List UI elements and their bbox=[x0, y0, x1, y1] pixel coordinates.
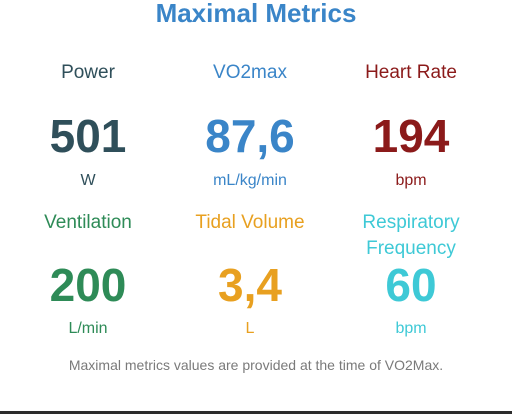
page-title: Maximal Metrics bbox=[155, 0, 357, 28]
metric-heart-rate: Heart Rate 194 bpm bbox=[326, 60, 496, 200]
metric-value: 194 bbox=[372, 110, 450, 162]
metric-unit: L/min bbox=[68, 320, 108, 337]
metric-label-line2: Frequency bbox=[366, 238, 456, 259]
metric-value: 60 bbox=[385, 259, 437, 311]
metric-unit: W bbox=[80, 172, 96, 189]
metric-value: 200 bbox=[49, 259, 127, 311]
metric-label: VO2max bbox=[213, 62, 287, 83]
bottom-divider bbox=[0, 411, 512, 414]
metric-label-line1: Respiratory bbox=[362, 212, 460, 233]
metric-label: Ventilation bbox=[44, 212, 132, 233]
metric-value: 87,6 bbox=[205, 110, 295, 162]
metric-unit: bpm bbox=[395, 320, 427, 337]
metric-respiratory-frequency: Respiratory Frequency 60 bpm bbox=[326, 210, 496, 350]
metric-label: Heart Rate bbox=[365, 62, 457, 83]
metric-label: Tidal Volume bbox=[195, 212, 305, 233]
metric-tidal-volume: Tidal Volume 3,4 L bbox=[165, 210, 335, 350]
metric-unit: bpm bbox=[395, 172, 427, 189]
metric-unit: L bbox=[245, 320, 255, 337]
footnote: Maximal metrics values are provided at t… bbox=[68, 357, 444, 373]
metric-ventilation: Ventilation 200 L/min bbox=[3, 210, 173, 350]
metric-label: Power bbox=[61, 62, 115, 83]
metric-value: 501 bbox=[49, 110, 127, 162]
metric-power: Power 501 W bbox=[3, 60, 173, 200]
metric-unit: mL/kg/min bbox=[213, 172, 287, 189]
metric-value: 3,4 bbox=[218, 259, 282, 311]
metric-vo2max: VO2max 87,6 mL/kg/min bbox=[165, 60, 335, 200]
